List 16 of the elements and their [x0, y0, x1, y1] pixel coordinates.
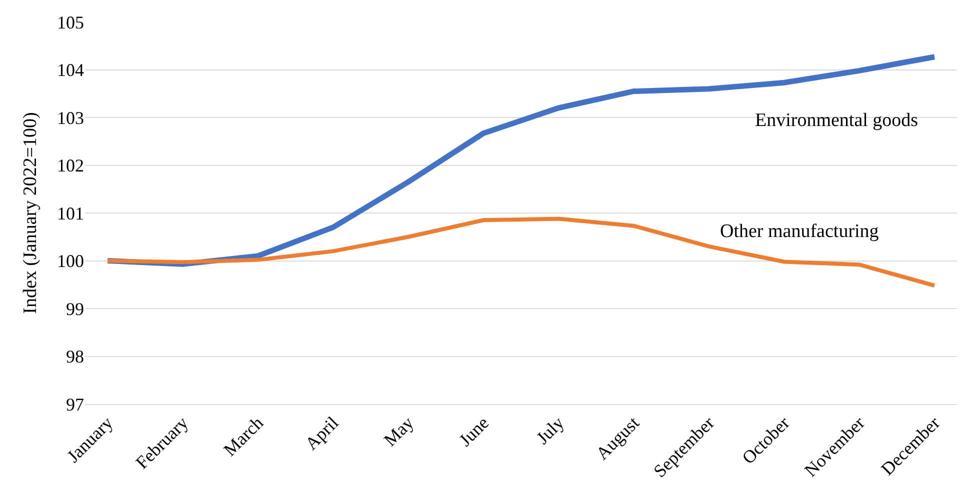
- y-tick-label: 97: [66, 394, 84, 414]
- series-label: Environmental goods: [755, 110, 918, 131]
- y-tick-label: 98: [66, 346, 84, 367]
- y-tick-label: 105: [57, 12, 84, 32]
- y-tick-label: 103: [57, 108, 84, 128]
- y-tick-label: 101: [57, 203, 84, 224]
- x-tick-label: May: [380, 412, 418, 450]
- y-axis-title: Index (January 2022=100): [20, 112, 41, 314]
- line-series: [106, 216, 936, 288]
- y-tick-label: 102: [57, 156, 84, 176]
- x-tick-label: July: [532, 412, 568, 448]
- series-label: Other manufacturing: [720, 221, 880, 242]
- y-tick-label: 100: [57, 251, 84, 272]
- x-tick-label: June: [455, 412, 493, 450]
- y-tick-label: 104: [57, 60, 84, 80]
- y-tick-label: 99: [66, 298, 84, 319]
